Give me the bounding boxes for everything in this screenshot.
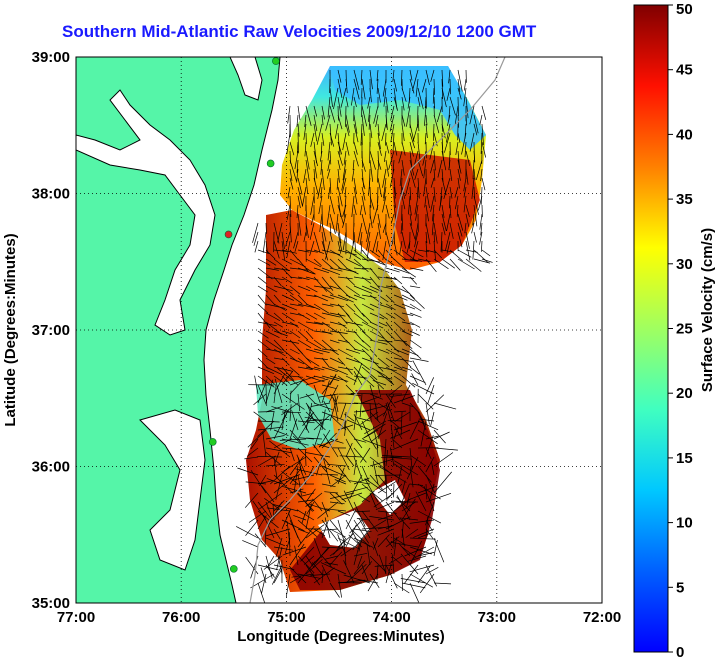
delaware-bay [229,57,263,101]
colorbar [633,4,669,653]
radar-station-marker [224,230,233,239]
colorbar-tick-label: 50 [676,1,693,18]
colorbar-tick-label: 10 [676,515,693,532]
x-tick-labels: 77:00 76:00 75:00 74:00 73:00 72:00 [57,609,621,626]
velocity-hole [318,510,370,548]
x-axis-label: Longitude (Degrees:Minutes) [237,628,445,645]
radar-station-marker [208,438,217,446]
y-tick-label: 39:00 [32,49,70,66]
x-tick-label: 75:00 [267,609,305,626]
plot-frame [75,56,603,604]
x-tick-label: 73:00 [478,609,516,626]
colorbar-tick-label: 0 [676,644,684,659]
x-tick-label: 72:00 [583,609,621,626]
colorbar-tick-label: 35 [676,191,693,208]
isobath-contour [249,57,506,603]
radar-stations [208,57,280,573]
y-tick-label: 36:00 [32,459,70,476]
chesapeake-bay [76,89,216,336]
sounds [139,409,206,571]
y-tick-label: 37:00 [32,322,70,339]
colorbar-tick-label: 20 [676,385,693,402]
colorbar-tick-label: 45 [676,62,693,79]
colorbar-label: Surface Velocity (cm/s) [699,228,716,392]
x-tick-label: 74:00 [372,609,410,626]
x-tick-label: 77:00 [57,609,95,626]
colorbar-tick-label: 5 [676,579,684,596]
map-title: Southern Mid-Atlantic Raw Velocities 200… [62,22,537,41]
radar-station-marker [272,57,280,65]
y-axis-label: Latitude (Degrees:Minutes) [2,233,19,426]
y-tick-label: 35:00 [32,595,70,612]
colorbar-ticks: 0 5 10 15 20 25 30 35 40 45 50 [668,1,693,659]
x-tick-label: 76:00 [162,609,200,626]
velocity-blue-patch [330,66,486,150]
colorbar-tick-label: 25 [676,321,693,338]
radar-station-marker [230,565,238,573]
radar-station-marker [266,159,275,168]
y-tick-labels: 35:00 36:00 37:00 38:00 39:00 [32,49,70,612]
colorbar-tick-label: 40 [676,126,693,143]
colorbar-tick-label: 15 [676,450,693,467]
y-tick-label: 38:00 [32,186,70,203]
velocity-vectors [236,69,493,603]
graticule [76,57,602,603]
velocity-cyan-patch [256,380,335,450]
colorbar-tick-label: 30 [676,256,693,273]
